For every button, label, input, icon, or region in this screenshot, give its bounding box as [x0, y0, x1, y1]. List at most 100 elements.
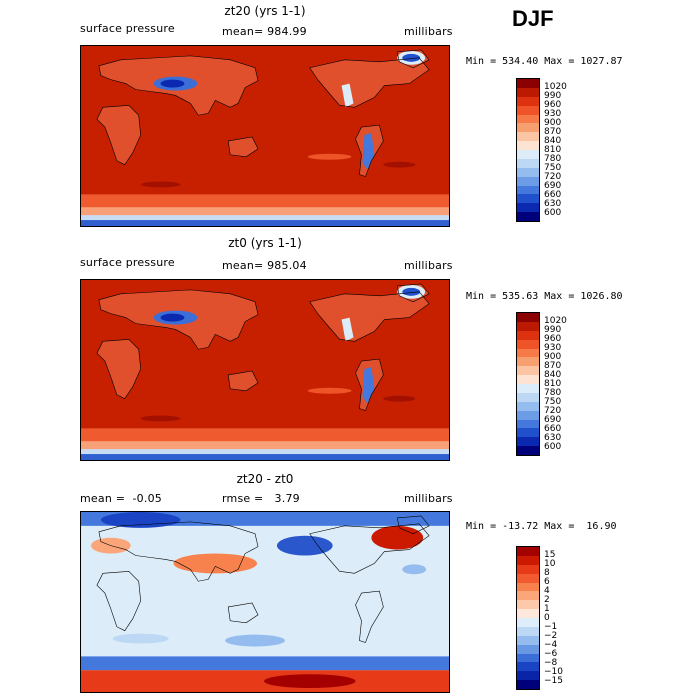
colorbar-tick-label: 900 [544, 352, 562, 362]
colorbar-tick-label: 8 [544, 568, 550, 578]
colorbar-tick-label: 1 [544, 604, 550, 614]
colorbar-tick-label: 960 [544, 334, 562, 344]
colorbar-tick-label: −15 [544, 676, 563, 686]
colorbar-swatch [517, 555, 539, 565]
colorbar-swatch [517, 79, 539, 88]
colorbar-tick-label: 810 [544, 379, 562, 389]
panel-title: zt20 - zt0 [236, 472, 294, 486]
mean-label: mean= 985.04 [222, 259, 307, 272]
colorbar-swatch [517, 644, 539, 654]
colorbar-tick-label: 660 [544, 424, 562, 434]
mean-label: mean = -0.05 [80, 492, 162, 505]
colorbar-swatch [517, 321, 539, 331]
colorbar-swatch [517, 176, 539, 186]
colorbar [516, 546, 540, 690]
colorbar-swatch [517, 87, 539, 97]
min-max-label: Min = 535.63 Max = 1026.80 [466, 291, 623, 302]
panel-title: zt20 (yrs 1-1) [224, 4, 306, 18]
colorbar-swatch [517, 582, 539, 592]
units-label: millibars [404, 25, 453, 38]
colorbar-swatch [517, 203, 539, 213]
colorbar-swatch [517, 653, 539, 663]
colorbar-swatch [517, 564, 539, 574]
colorbar-tick-label: 660 [544, 190, 562, 200]
colorbar-tick-label: 780 [544, 388, 562, 398]
panel-title: zt0 (yrs 1-1) [228, 236, 302, 250]
colorbar-swatch [517, 141, 539, 150]
colorbar-tick-label: 600 [544, 208, 562, 218]
colorbar-tick-label: −8 [544, 658, 558, 668]
colorbar-swatch [517, 366, 539, 376]
colorbar [516, 78, 540, 222]
mean-label: mean= 984.99 [222, 25, 307, 38]
colorbar-tick-label: 1020 [544, 316, 567, 326]
colorbar-tick-label: 840 [544, 136, 562, 146]
colorbar [516, 312, 540, 456]
min-max-label: Min = -13.72 Max = 16.90 [466, 521, 617, 532]
colorbar-tick-label: 630 [544, 433, 562, 443]
colorbar-tick-label: −10 [544, 667, 563, 677]
colorbar-swatch [517, 313, 539, 322]
map-zt0 [80, 279, 450, 461]
colorbar-swatch [517, 428, 539, 438]
colorbar-swatch [517, 339, 539, 349]
colorbar-tick-label: 690 [544, 181, 562, 191]
variable-label: surface pressure [80, 22, 175, 35]
colorbar-tick-label: 930 [544, 343, 562, 353]
colorbar-swatch [517, 167, 539, 177]
colorbar-swatch [517, 348, 539, 358]
colorbar-tick-label: 1020 [544, 82, 567, 92]
colorbar-tick-label: 750 [544, 163, 562, 173]
colorbar-swatch [517, 375, 539, 384]
units-label: millibars [404, 492, 453, 505]
units-label: millibars [404, 259, 453, 272]
colorbar-tick-label: −2 [544, 631, 558, 641]
colorbar-swatch [517, 419, 539, 429]
colorbar-tick-label: 10 [544, 559, 556, 569]
colorbar-tick-label: 960 [544, 100, 562, 110]
colorbar-swatch [517, 671, 539, 681]
colorbar-swatch [517, 437, 539, 447]
colorbar-tick-label: 4 [544, 586, 550, 596]
colorbar-swatch [517, 626, 539, 636]
colorbar-tick-label: −1 [544, 622, 558, 632]
colorbar-tick-label: 810 [544, 145, 562, 155]
colorbar-swatch [517, 446, 539, 455]
min-max-label: Min = 534.40 Max = 1027.87 [466, 56, 623, 67]
colorbar-tick-label: −6 [544, 649, 558, 659]
colorbar-swatch [517, 392, 539, 402]
colorbar-tick-label: 750 [544, 397, 562, 407]
colorbar-swatch [517, 212, 539, 221]
colorbar-tick-label: 840 [544, 370, 562, 380]
colorbar-swatch [517, 194, 539, 204]
colorbar-swatch [517, 185, 539, 195]
season-label: DJF [512, 6, 554, 31]
colorbar-tick-label: 600 [544, 442, 562, 452]
colorbar-swatch [517, 114, 539, 124]
colorbar-swatch [517, 357, 539, 367]
colorbar-swatch [517, 547, 539, 556]
colorbar-tick-label: 930 [544, 109, 562, 119]
colorbar-swatch [517, 609, 539, 618]
colorbar-tick-label: 720 [544, 406, 562, 416]
rmse-label: rmse = 3.79 [222, 492, 300, 505]
colorbar-tick-label: 0 [544, 613, 550, 623]
colorbar-swatch [517, 600, 539, 610]
colorbar-tick-label: −4 [544, 640, 558, 650]
colorbar-tick-label: 630 [544, 199, 562, 209]
colorbar-swatch [517, 158, 539, 168]
colorbar-swatch [517, 96, 539, 106]
colorbar-tick-label: 15 [544, 550, 556, 560]
colorbar-swatch [517, 591, 539, 601]
colorbar-swatch [517, 132, 539, 142]
colorbar-swatch [517, 618, 539, 627]
colorbar-swatch [517, 573, 539, 583]
colorbar-tick-label: 6 [544, 577, 550, 587]
variable-label: surface pressure [80, 256, 175, 269]
colorbar-tick-label: 870 [544, 127, 562, 137]
colorbar-swatch [517, 401, 539, 411]
colorbar-swatch [517, 410, 539, 420]
colorbar-tick-label: 990 [544, 325, 562, 335]
colorbar-tick-label: 780 [544, 154, 562, 164]
colorbar-swatch [517, 330, 539, 340]
